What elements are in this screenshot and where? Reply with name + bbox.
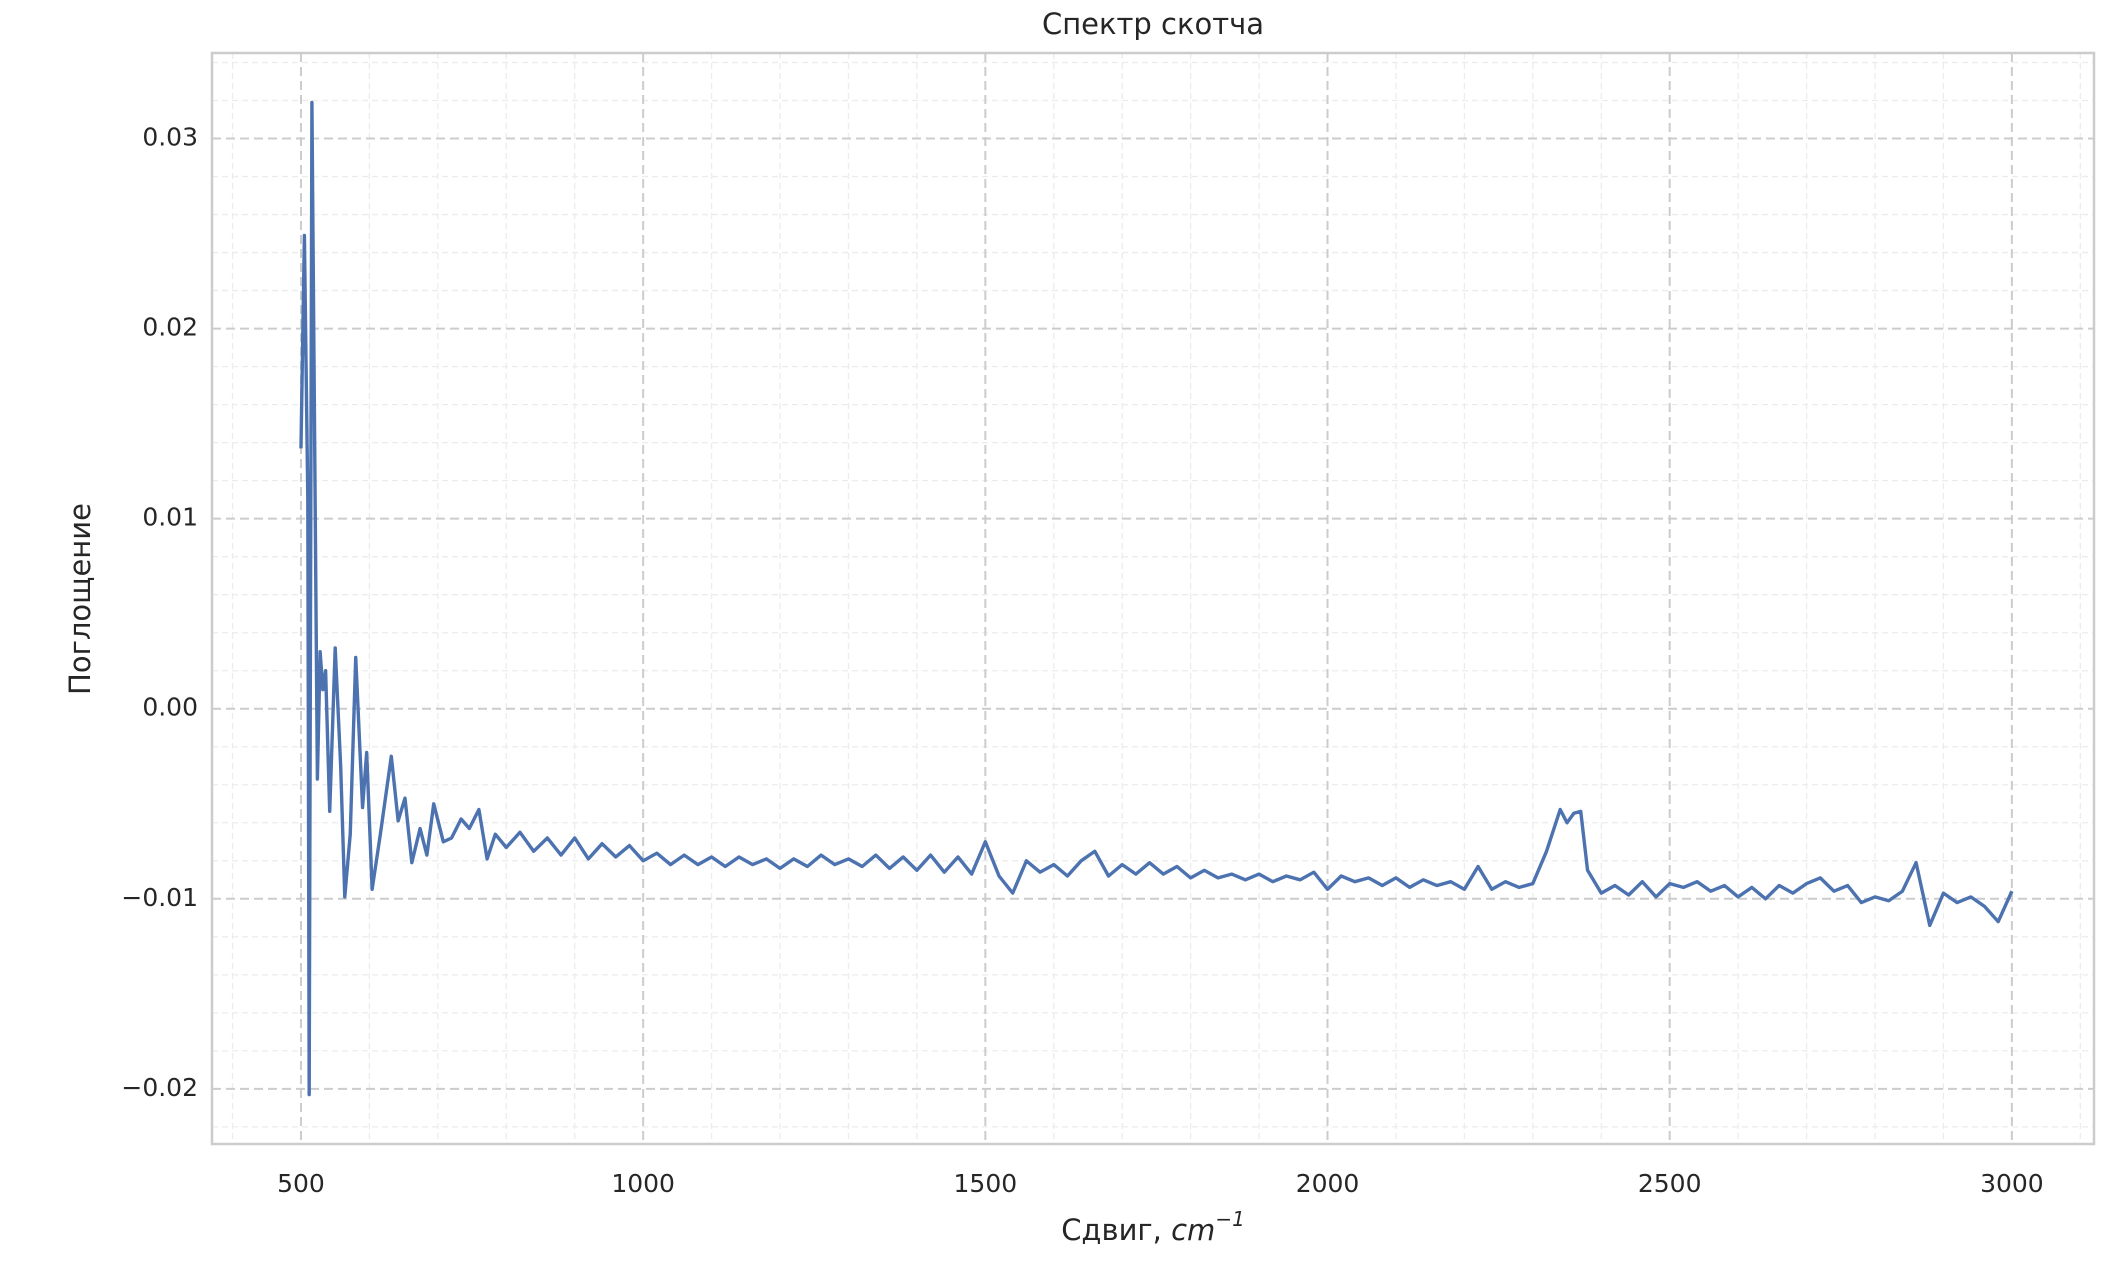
x-tick-label: 2500 bbox=[1638, 1169, 1702, 1198]
spectrum-line bbox=[299, 100, 2014, 1097]
x-label-unit: cm bbox=[1171, 1213, 1215, 1247]
x-tick-label: 2000 bbox=[1296, 1169, 1360, 1198]
y-tick-label: 0.00 bbox=[142, 693, 198, 722]
x-axis-label: Сдвиг, cm−1 bbox=[1061, 1207, 1245, 1248]
y-tick-label: −0.01 bbox=[121, 883, 198, 912]
y-tick-label: −0.02 bbox=[121, 1073, 198, 1102]
plot-frame bbox=[210, 51, 2096, 1146]
x-label-exponent: −1 bbox=[1215, 1207, 1244, 1231]
y-tick-label: 0.01 bbox=[142, 503, 198, 532]
x-tick-label: 1000 bbox=[611, 1169, 675, 1198]
x-label-text: Сдвиг, bbox=[1061, 1213, 1162, 1247]
chart-title: Спектр скотча bbox=[1042, 7, 1264, 41]
y-tick-label: 0.02 bbox=[142, 313, 198, 342]
x-tick-label: 3000 bbox=[1980, 1169, 2044, 1198]
y-tick-label: 0.03 bbox=[142, 123, 198, 152]
y-axis-label: Поглощение bbox=[63, 503, 97, 695]
x-tick-label: 1500 bbox=[954, 1169, 1018, 1198]
x-tick-label: 500 bbox=[277, 1169, 325, 1198]
